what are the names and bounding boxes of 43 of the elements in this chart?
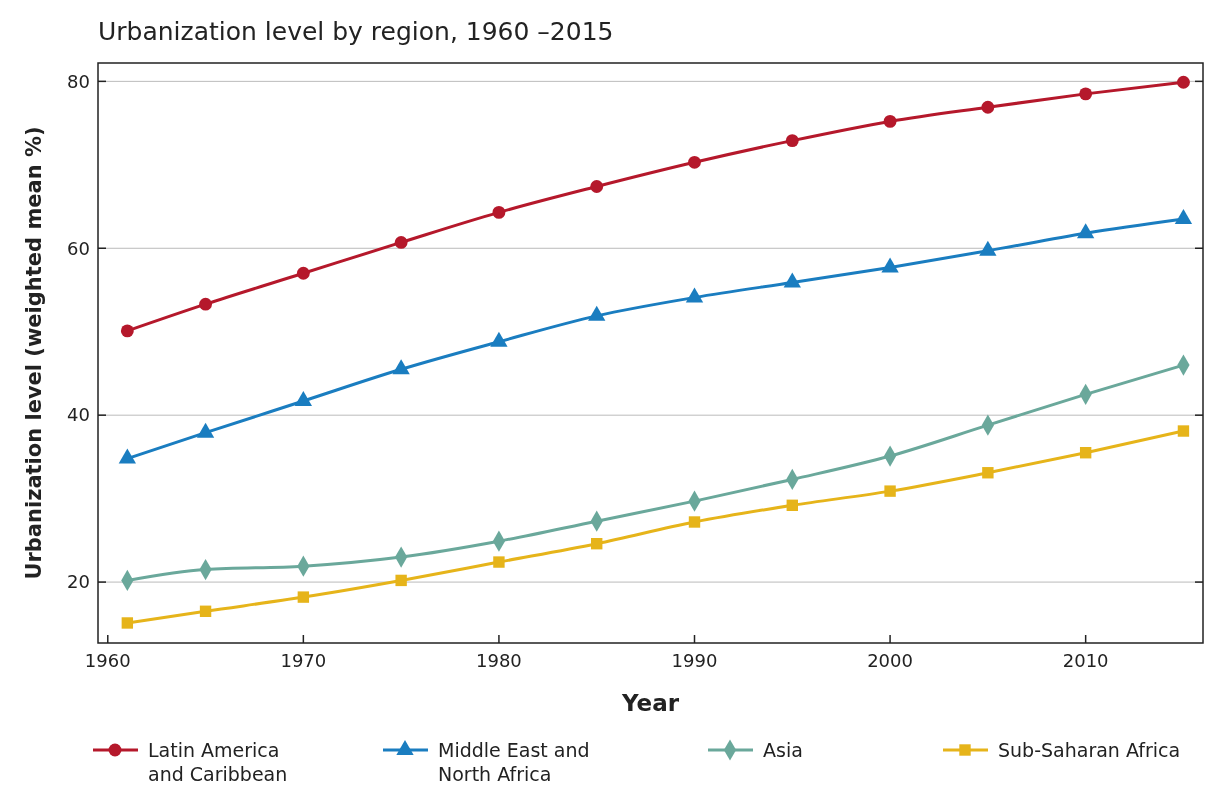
point (492, 205, 506, 219)
y-tick-label: 20 (67, 571, 90, 593)
point (1079, 87, 1093, 101)
point (981, 100, 995, 114)
point (394, 236, 408, 249)
chart-title: Urbanization level by region, 1960 –2015 (98, 17, 614, 46)
y-tick-label: 80 (67, 70, 90, 92)
x-tick-label: 2000 (867, 650, 913, 671)
point (121, 617, 134, 629)
point (297, 591, 310, 603)
legend-label: Sub-Saharan Africa (998, 738, 1181, 761)
x-tick-label: 1970 (280, 650, 327, 671)
point (199, 297, 212, 311)
x-tick-label: 2010 (1062, 650, 1109, 671)
y-axis-title: Urbanization level (weighted mean %) (22, 126, 46, 580)
point (688, 155, 701, 169)
point (1174, 209, 1193, 225)
x-axis-title: Year (620, 690, 680, 716)
point (493, 556, 505, 568)
point (590, 180, 604, 193)
point (1177, 425, 1190, 437)
point (1076, 223, 1095, 239)
y-tick-label: 40 (67, 404, 90, 426)
point (785, 134, 799, 148)
legend-label: Asia (763, 738, 803, 761)
point (1177, 75, 1190, 89)
x-tick-label: 1980 (476, 650, 522, 671)
x-tick-label: 1960 (84, 650, 131, 671)
legend-label: Middle East and North Africa (438, 738, 590, 786)
point (883, 115, 897, 128)
point (688, 516, 701, 528)
point (884, 485, 896, 497)
x-tick-label: 1990 (671, 650, 718, 671)
point (1079, 447, 1092, 459)
point (296, 266, 310, 280)
point (591, 537, 603, 550)
y-tick-label: 60 (67, 237, 90, 259)
point (199, 605, 212, 617)
point (395, 574, 407, 587)
point (120, 324, 134, 338)
legend-label: Latin America and Caribbean (148, 738, 288, 786)
point (982, 467, 994, 479)
point (786, 499, 798, 511)
